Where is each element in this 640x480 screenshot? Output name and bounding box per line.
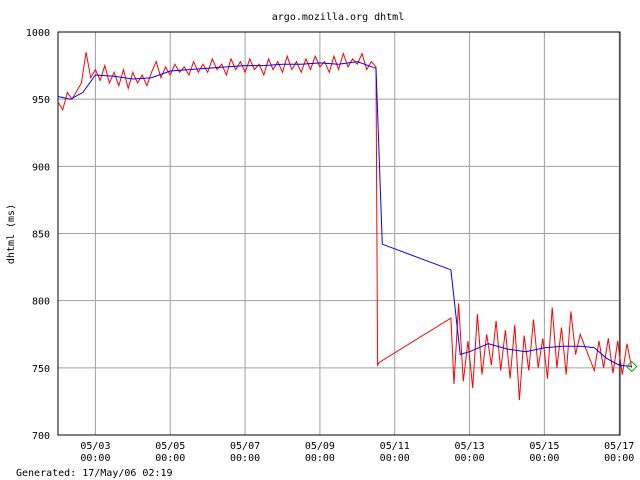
- y-ticks: 700 750 800 850 900 950 1000: [26, 28, 50, 442]
- y-tick-label: 700: [32, 431, 50, 442]
- x-tick-time: 00:00: [380, 453, 410, 464]
- x-tick-date: 05/09: [305, 441, 335, 452]
- x-tick-time: 00:00: [80, 453, 110, 464]
- x-tick-time: 00:00: [529, 453, 559, 464]
- y-tick-label: 900: [32, 162, 50, 173]
- y-tick-label: 950: [32, 95, 50, 106]
- x-tick-time: 00:00: [230, 453, 260, 464]
- y-tick-label: 850: [32, 230, 50, 241]
- y-tick-label: 750: [32, 364, 50, 375]
- x-tick-date: 05/15: [529, 441, 559, 452]
- series-line-raw: [57, 51, 633, 401]
- x-tick-date: 05/17: [604, 441, 634, 452]
- generated-timestamp: Generated: 17/May/06 02:19: [16, 468, 173, 479]
- x-ticks: 05/0300:0005/0500:0005/0700:0005/0900:00…: [80, 441, 634, 464]
- x-tick-time: 00:00: [155, 453, 185, 464]
- x-tick-date: 05/05: [155, 441, 185, 452]
- series: [57, 51, 638, 401]
- x-tick-date: 05/13: [455, 441, 485, 452]
- x-tick-time: 00:00: [455, 453, 485, 464]
- chart-title: argo.mozilla.org dhtml: [272, 12, 404, 23]
- series-line-average: [57, 61, 632, 367]
- grid: [58, 32, 620, 435]
- y-tick-label: 1000: [26, 28, 50, 39]
- y-tick-label: 800: [32, 297, 50, 308]
- x-tick-date: 05/07: [230, 441, 260, 452]
- y-axis-label: dhtml (ms): [6, 204, 17, 264]
- x-tick-date: 05/11: [380, 441, 410, 452]
- x-tick-date: 05/03: [80, 441, 110, 452]
- last-value-marker: [625, 360, 638, 373]
- x-tick-time: 00:00: [305, 453, 335, 464]
- plot-frame: [57, 31, 621, 436]
- x-tick-time: 00:00: [604, 453, 634, 464]
